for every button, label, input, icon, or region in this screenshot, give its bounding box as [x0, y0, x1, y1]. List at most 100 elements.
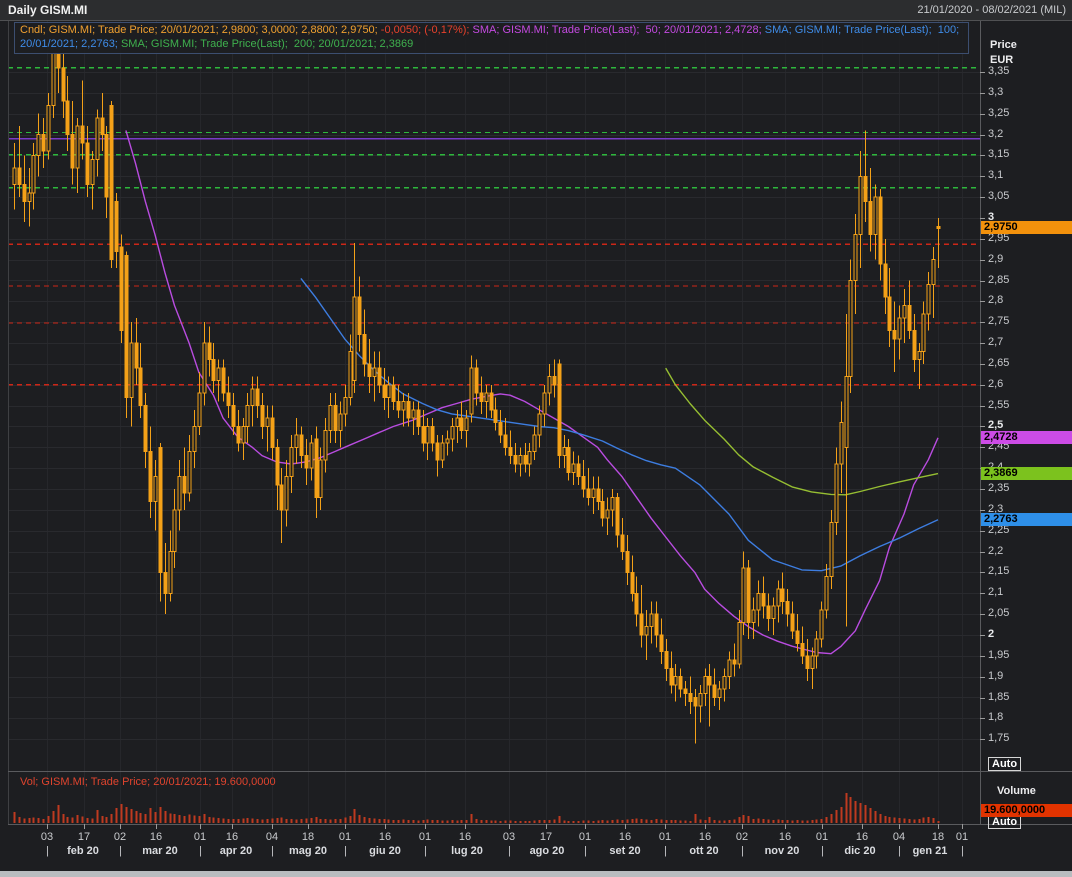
- candle-body: [245, 405, 250, 427]
- volume-bar: [353, 809, 356, 823]
- candle-body: [464, 417, 469, 432]
- volume-bar: [242, 818, 245, 823]
- volume-bar: [504, 820, 507, 823]
- candle-body: [338, 413, 343, 432]
- candle-body: [795, 630, 800, 644]
- volume-bar: [120, 804, 123, 823]
- month-separator: |: [271, 845, 274, 857]
- candle-body: [27, 192, 32, 202]
- volume-bar: [37, 818, 40, 823]
- time-axis-day-label: 01: [578, 831, 592, 843]
- candle-body: [591, 488, 596, 498]
- candle-body: [211, 359, 216, 382]
- candle-body: [12, 167, 17, 186]
- candle-body: [411, 409, 416, 419]
- volume-bar: [538, 820, 541, 823]
- candle-body: [309, 442, 314, 469]
- candle-body: [532, 434, 537, 452]
- candle-body: [114, 200, 119, 252]
- volume-bar: [913, 819, 916, 823]
- candles-layer: [12, 53, 941, 744]
- volume-bar: [71, 817, 74, 823]
- candle-body: [95, 117, 100, 161]
- price-axis-label: 1,9: [988, 670, 1004, 682]
- time-axis-day-label: 18: [931, 831, 945, 843]
- candle-body: [236, 425, 241, 444]
- candle-body: [294, 434, 299, 448]
- volume-bar: [110, 814, 113, 823]
- volume-bar: [660, 819, 663, 823]
- candle-body: [493, 409, 498, 423]
- candle-body: [299, 434, 304, 457]
- candle-body: [279, 484, 284, 511]
- volume-axis-auto-button[interactable]: Auto: [988, 815, 1022, 829]
- price-axis-label: 3,35: [988, 65, 1010, 77]
- volume-bar: [290, 819, 293, 823]
- price-axis-label: 2,8: [988, 294, 1004, 306]
- month-separator: |: [424, 845, 427, 857]
- candle-body: [805, 655, 810, 669]
- candle-body: [503, 434, 508, 448]
- candle-body: [124, 254, 129, 398]
- candle-body: [693, 697, 698, 707]
- volume-bar: [679, 820, 682, 823]
- volume-bar: [621, 820, 624, 823]
- candle-body: [814, 638, 819, 657]
- candle-body: [469, 367, 474, 415]
- volume-bar: [485, 820, 488, 823]
- volume-bar: [631, 819, 634, 823]
- volume-bar: [426, 819, 429, 823]
- volume-bar: [757, 818, 760, 823]
- volume-bar: [577, 821, 580, 823]
- candle-body: [562, 446, 567, 457]
- candle-body: [90, 159, 95, 186]
- candle-body: [104, 134, 109, 198]
- volume-bar: [105, 817, 108, 823]
- price-axis-label: 3,25: [988, 107, 1010, 119]
- candle-body: [892, 330, 897, 340]
- candle-body: [275, 446, 280, 486]
- time-axis-day-label: 16: [378, 831, 392, 843]
- price-axis-auto-button[interactable]: Auto: [988, 757, 1022, 771]
- title-bar: Daily GISM.MI 21/01/2020 - 08/02/2021 (M…: [0, 0, 1072, 21]
- volume-bar: [635, 818, 638, 823]
- price-axis-label: 2: [988, 628, 995, 640]
- candle-body: [192, 425, 197, 452]
- volume-bar: [849, 797, 852, 823]
- candle-body: [527, 450, 532, 465]
- legend-box[interactable]: Cndl; GISM.MI; Trade Price; 20/01/2021; …: [14, 22, 969, 54]
- time-axis-month-label: mar 20: [142, 845, 178, 857]
- volume-bar: [86, 818, 89, 823]
- volume-bar: [884, 816, 887, 823]
- volume-bar: [738, 817, 741, 823]
- candle-body: [858, 175, 863, 236]
- volume-bar: [611, 820, 614, 823]
- volume-bar: [23, 818, 26, 823]
- time-axis-day-label: 02: [113, 831, 127, 843]
- price-axis-title: Price EUR: [990, 38, 1017, 68]
- candle-body: [255, 388, 260, 407]
- volume-bar: [178, 815, 181, 823]
- candle-body: [712, 684, 717, 698]
- time-axis-day-label: 01: [418, 831, 432, 843]
- volume-bar: [830, 814, 833, 823]
- time-axis-day-label: 16: [149, 831, 163, 843]
- volume-bar: [212, 817, 215, 823]
- volume-bar: [781, 819, 784, 823]
- candle-body: [406, 400, 411, 419]
- volume-bar: [840, 807, 843, 823]
- volume-bar: [159, 807, 162, 823]
- candle-body: [56, 53, 61, 69]
- volume-bar: [261, 819, 264, 823]
- volume-bar: [18, 817, 21, 823]
- volume-bar: [572, 821, 575, 823]
- candle-body: [664, 651, 669, 669]
- candle-body: [65, 100, 70, 136]
- time-axis-day-label: 02: [735, 831, 749, 843]
- candle-body: [523, 455, 528, 465]
- volume-bar: [91, 818, 94, 823]
- candle-body: [605, 509, 610, 519]
- legend-segment: SMA; GISM.MI; Trade Price(Last); 50; 20/…: [472, 24, 765, 36]
- volume-bar: [524, 821, 527, 823]
